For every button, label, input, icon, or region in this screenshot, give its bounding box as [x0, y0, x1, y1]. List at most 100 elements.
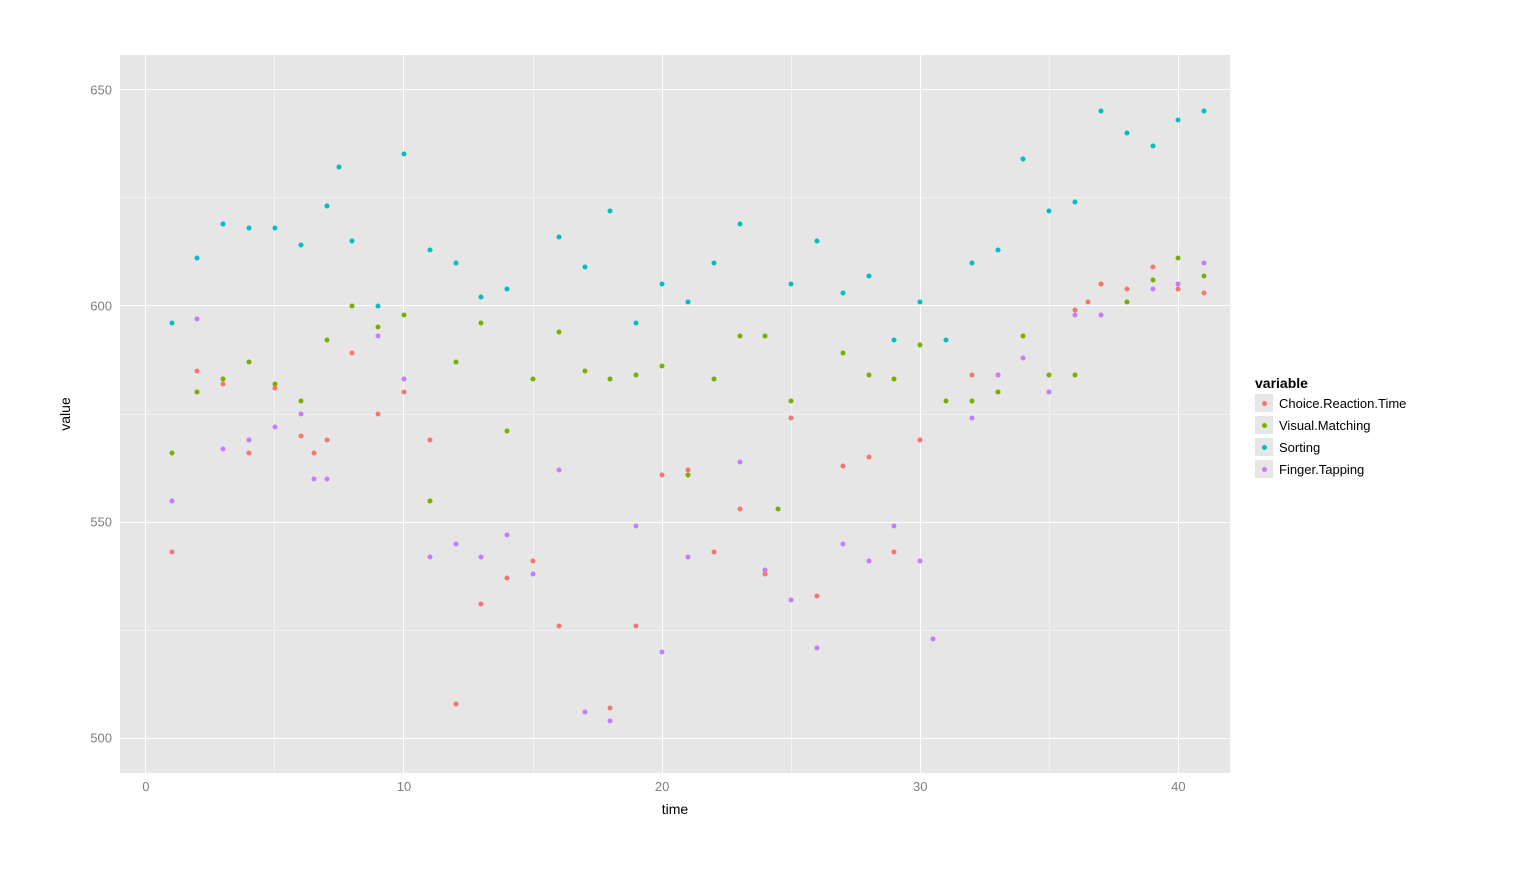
data-point: [1176, 282, 1181, 287]
data-point: [969, 260, 974, 265]
y-tick-label: 500: [90, 731, 112, 746]
x-tick-label: 20: [655, 779, 669, 794]
legend-key: [1255, 416, 1273, 434]
data-point: [247, 226, 252, 231]
data-point: [531, 559, 536, 564]
data-point: [582, 710, 587, 715]
data-point: [169, 550, 174, 555]
data-point: [298, 243, 303, 248]
x-grid-major: [920, 55, 921, 773]
data-point: [1047, 373, 1052, 378]
data-point: [789, 282, 794, 287]
data-point: [918, 559, 923, 564]
legend-label: Finger.Tapping: [1279, 462, 1364, 477]
data-point: [944, 399, 949, 404]
data-point: [505, 576, 510, 581]
data-point: [453, 360, 458, 365]
data-point: [247, 450, 252, 455]
data-point: [995, 247, 1000, 252]
data-point: [298, 412, 303, 417]
data-point: [866, 455, 871, 460]
data-point: [376, 325, 381, 330]
data-point: [582, 368, 587, 373]
data-point: [892, 377, 897, 382]
data-point: [711, 377, 716, 382]
y-grid-major: [120, 522, 1230, 523]
data-point: [737, 507, 742, 512]
data-point: [814, 238, 819, 243]
data-point: [272, 226, 277, 231]
data-point: [376, 303, 381, 308]
data-point: [634, 623, 639, 628]
data-point: [505, 429, 510, 434]
data-point: [814, 593, 819, 598]
y-grid-minor: [120, 630, 1230, 631]
x-grid-major: [145, 55, 146, 773]
data-point: [1150, 277, 1155, 282]
data-point: [660, 282, 665, 287]
data-point: [1150, 264, 1155, 269]
data-point: [311, 450, 316, 455]
data-point: [866, 373, 871, 378]
data-point: [272, 386, 277, 391]
data-point: [660, 649, 665, 654]
data-point: [1202, 273, 1207, 278]
legend-label: Choice.Reaction.Time: [1279, 396, 1406, 411]
x-axis-title: time: [662, 801, 688, 817]
data-point: [272, 424, 277, 429]
y-tick-label: 600: [90, 298, 112, 313]
data-point: [737, 459, 742, 464]
data-point: [1073, 373, 1078, 378]
data-point: [169, 498, 174, 503]
data-point: [556, 468, 561, 473]
data-point: [169, 321, 174, 326]
data-point: [685, 554, 690, 559]
data-point: [969, 416, 974, 421]
legend-item: Choice.Reaction.Time: [1255, 393, 1406, 413]
data-point: [995, 373, 1000, 378]
data-point: [324, 204, 329, 209]
data-point: [247, 437, 252, 442]
legend-dot-icon: [1262, 423, 1267, 428]
data-point: [685, 472, 690, 477]
data-point: [944, 338, 949, 343]
data-point: [789, 416, 794, 421]
y-grid-minor: [120, 197, 1230, 198]
data-point: [376, 334, 381, 339]
data-point: [776, 507, 781, 512]
legend-label: Sorting: [1279, 440, 1320, 455]
data-point: [479, 295, 484, 300]
data-point: [814, 645, 819, 650]
data-point: [324, 476, 329, 481]
legend-dot-icon: [1262, 401, 1267, 406]
data-point: [350, 351, 355, 356]
x-grid-major: [403, 55, 404, 773]
data-point: [221, 221, 226, 226]
data-point: [969, 373, 974, 378]
x-tick-label: 30: [913, 779, 927, 794]
legend-key: [1255, 438, 1273, 456]
data-point: [195, 316, 200, 321]
data-point: [866, 273, 871, 278]
data-point: [763, 334, 768, 339]
data-point: [1150, 143, 1155, 148]
data-point: [840, 351, 845, 356]
legend-dot-icon: [1262, 467, 1267, 472]
data-point: [582, 264, 587, 269]
data-point: [892, 524, 897, 529]
data-point: [1202, 260, 1207, 265]
data-point: [350, 303, 355, 308]
plot-panel: [120, 55, 1230, 773]
data-point: [892, 338, 897, 343]
data-point: [1124, 286, 1129, 291]
data-point: [453, 260, 458, 265]
data-point: [763, 572, 768, 577]
data-point: [1176, 286, 1181, 291]
data-point: [1124, 299, 1129, 304]
data-point: [195, 390, 200, 395]
x-grid-major: [1178, 55, 1179, 773]
data-point: [401, 390, 406, 395]
data-point: [401, 377, 406, 382]
data-point: [531, 377, 536, 382]
data-point: [840, 463, 845, 468]
